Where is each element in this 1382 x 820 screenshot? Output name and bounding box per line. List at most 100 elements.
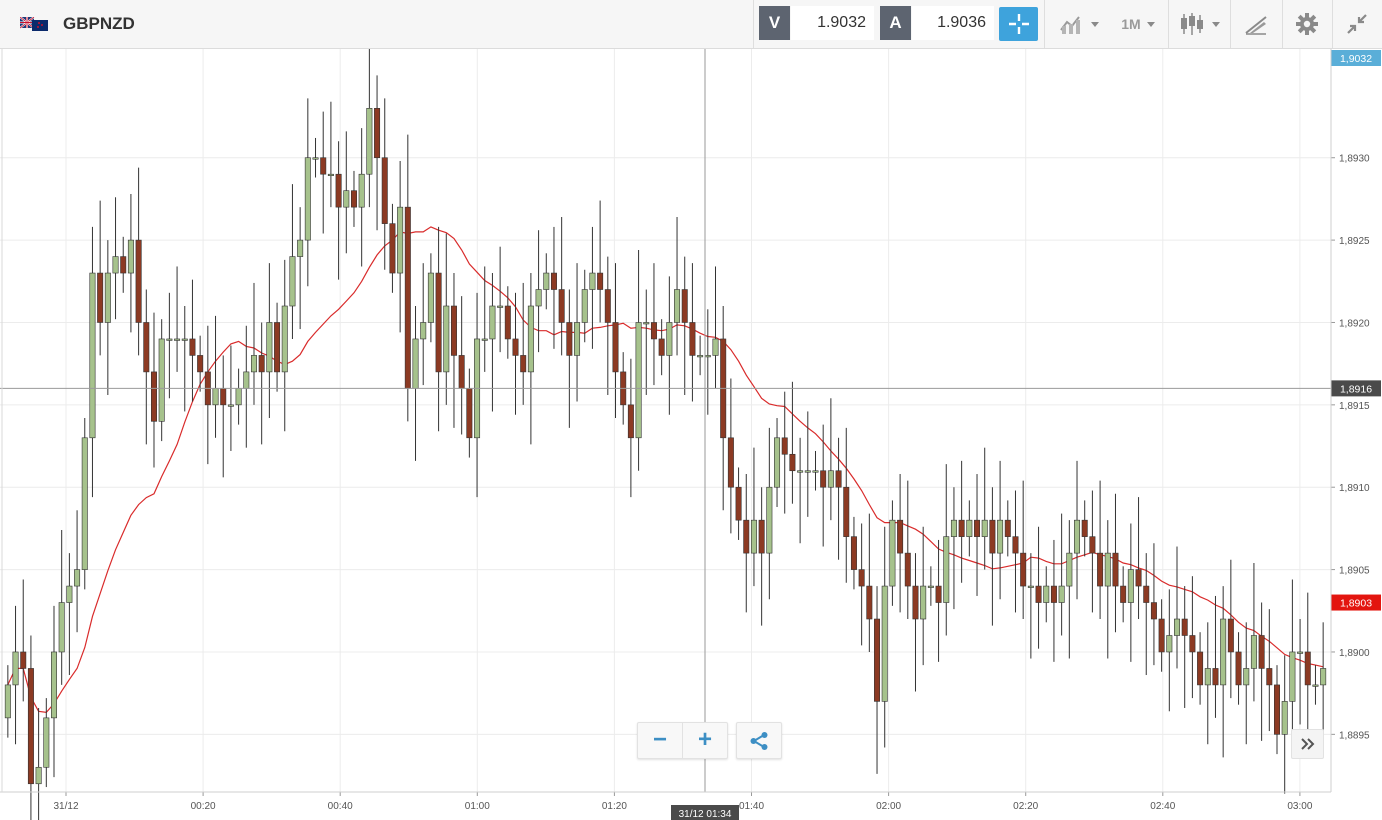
bull-candle xyxy=(327,173,334,177)
toolbar-divider xyxy=(1044,0,1045,48)
bear-candle xyxy=(1150,602,1157,620)
current-price-tag: 1,9032 xyxy=(1340,53,1372,65)
bull-candle xyxy=(1174,618,1181,636)
bear-candle xyxy=(989,519,996,554)
collapse-button[interactable] xyxy=(1340,7,1374,41)
bull-candle xyxy=(574,322,581,356)
candles-layer xyxy=(4,49,1327,820)
bull-candle xyxy=(589,272,596,290)
bull-candle xyxy=(1312,684,1319,687)
collapse-icon xyxy=(1347,14,1367,34)
bear-candle xyxy=(974,519,981,537)
bull-candle xyxy=(766,486,773,554)
price-chart[interactable]: 1,9032 1,8916 1,8903 31/12 01:34 1,8895 1,89… xyxy=(0,49,1382,820)
bear-candle xyxy=(374,108,381,159)
bear-candle xyxy=(897,519,904,554)
bull-candle xyxy=(1127,569,1134,603)
bull-candle xyxy=(527,305,534,373)
bear-candle xyxy=(612,322,619,373)
bull-candle xyxy=(420,322,427,340)
x-tick-label: 00:20 xyxy=(191,801,216,812)
bull-candle xyxy=(343,190,350,208)
buy-price[interactable]: 1.9036 xyxy=(912,6,994,40)
bear-candle xyxy=(150,371,157,422)
bear-candle xyxy=(1089,536,1096,554)
bear-candle xyxy=(658,338,665,356)
timeframe-selector[interactable]: 1M xyxy=(1113,7,1163,41)
bull-candle xyxy=(4,684,11,719)
x-tick-label: 01:20 xyxy=(602,801,627,812)
bear-candle xyxy=(727,437,734,488)
bear-candle xyxy=(604,289,611,323)
bull-candle xyxy=(312,157,319,160)
bull-candle xyxy=(1243,668,1250,686)
bull-candle xyxy=(289,256,296,307)
bear-candle xyxy=(27,668,34,785)
zoom-controls: − + xyxy=(637,722,728,759)
bull-candle xyxy=(481,338,488,341)
zoom-in-button[interactable]: + xyxy=(697,726,712,753)
bear-candle xyxy=(597,272,604,290)
bull-candle xyxy=(697,355,704,358)
crosshair-time-tag-bg xyxy=(671,805,739,820)
bull-candle xyxy=(104,272,111,323)
y-tick-label: 1,8920 xyxy=(1339,318,1370,329)
bull-candle xyxy=(43,717,50,768)
bear-candle xyxy=(1143,585,1150,603)
scroll-to-latest-button[interactable] xyxy=(1291,729,1324,759)
bear-candle xyxy=(350,190,357,208)
bear-candle xyxy=(1120,585,1127,603)
crosshair-button[interactable] xyxy=(999,7,1038,41)
chart-type-button[interactable] xyxy=(1055,7,1103,41)
share-button[interactable] xyxy=(736,722,782,759)
bear-candle xyxy=(466,388,473,439)
chevron-down-icon xyxy=(1091,21,1099,27)
y-tick-label: 1,8930 xyxy=(1339,154,1370,165)
bull-candle xyxy=(1066,552,1073,587)
bull-candle xyxy=(997,519,1004,554)
bull-candle xyxy=(181,338,188,341)
bull-candle xyxy=(174,338,181,341)
bear-candle xyxy=(189,338,196,356)
bull-candle xyxy=(235,388,242,406)
bear-candle xyxy=(874,618,881,702)
bear-candle xyxy=(850,536,857,570)
crosshair-price-tag-bg xyxy=(1331,380,1381,397)
bear-candle xyxy=(904,552,911,587)
bull-candle xyxy=(412,338,419,389)
crosshair-icon xyxy=(1008,14,1029,34)
bear-candle xyxy=(1112,552,1119,587)
y-tick-label: 1,8910 xyxy=(1339,483,1370,494)
bear-candle xyxy=(320,157,327,175)
bull-candle xyxy=(1074,519,1081,554)
bear-candle xyxy=(389,223,396,274)
bull-candle xyxy=(266,322,273,373)
bull-candle xyxy=(51,651,57,719)
bull-candle xyxy=(74,569,81,587)
sell-price[interactable]: 1.9032 xyxy=(791,6,874,40)
bull-candle xyxy=(366,108,373,175)
y-tick-label: 1,8925 xyxy=(1339,236,1370,247)
draw-tool-icon xyxy=(1245,16,1267,35)
bull-candle xyxy=(89,272,96,439)
bull-candle xyxy=(166,338,173,341)
bear-candle xyxy=(550,272,557,290)
moving-average-layer xyxy=(7,226,1324,714)
bull-candle xyxy=(804,470,811,473)
bear-candle xyxy=(135,239,142,323)
crosshair-price-tag: 1,8916 xyxy=(1340,383,1372,395)
draw-tool-button[interactable] xyxy=(1238,7,1274,41)
bear-candle xyxy=(20,651,27,669)
bull-candle xyxy=(12,651,19,686)
bear-candle xyxy=(835,470,842,488)
bear-candle xyxy=(843,486,850,537)
settings-button[interactable] xyxy=(1290,7,1324,41)
bull-candle xyxy=(1043,585,1050,603)
sell-tag[interactable]: V xyxy=(759,6,790,40)
buy-tag[interactable]: A xyxy=(880,6,911,40)
zoom-out-button[interactable]: − xyxy=(652,726,667,753)
bull-candle xyxy=(58,602,65,653)
double-chevron-right-icon xyxy=(1300,738,1314,750)
candle-style-button[interactable] xyxy=(1176,7,1224,41)
bear-candle xyxy=(1266,668,1273,686)
